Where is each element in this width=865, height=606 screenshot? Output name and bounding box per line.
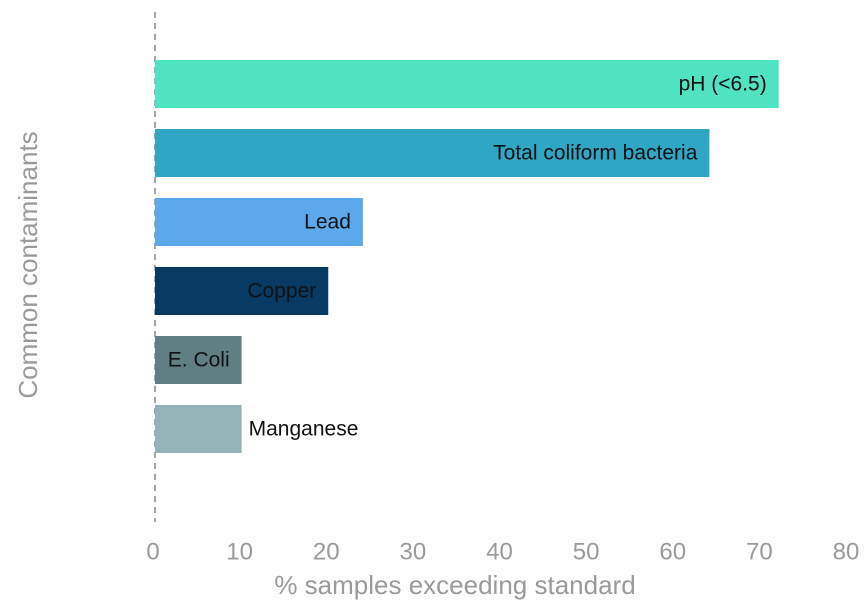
x-tick-label: 80 xyxy=(833,538,860,565)
bar-label: Manganese xyxy=(249,418,359,441)
bar xyxy=(155,198,363,246)
bar xyxy=(155,405,242,453)
x-tick-label: 0 xyxy=(146,538,159,565)
bar-label: pH (<6.5) xyxy=(679,73,767,96)
bar-label: Copper xyxy=(247,280,316,303)
bar xyxy=(155,60,779,108)
x-tick-label: 60 xyxy=(659,538,686,565)
x-tick-label: 10 xyxy=(226,538,253,565)
x-tick-label: 70 xyxy=(746,538,773,565)
bar-label: E. Coli xyxy=(168,349,230,372)
bar xyxy=(155,129,710,177)
x-tick-label: 30 xyxy=(400,538,427,565)
bar xyxy=(155,267,329,315)
bar-label: Lead xyxy=(304,211,351,234)
y-axis-title: Common contaminants xyxy=(13,131,43,398)
x-tick-label: 50 xyxy=(573,538,600,565)
x-tick-label: 20 xyxy=(313,538,340,565)
bar xyxy=(155,336,242,384)
x-axis-title: % samples exceeding standard xyxy=(274,570,635,600)
bar-label: Total coliform bacteria xyxy=(493,142,698,165)
x-tick-label: 40 xyxy=(486,538,513,565)
